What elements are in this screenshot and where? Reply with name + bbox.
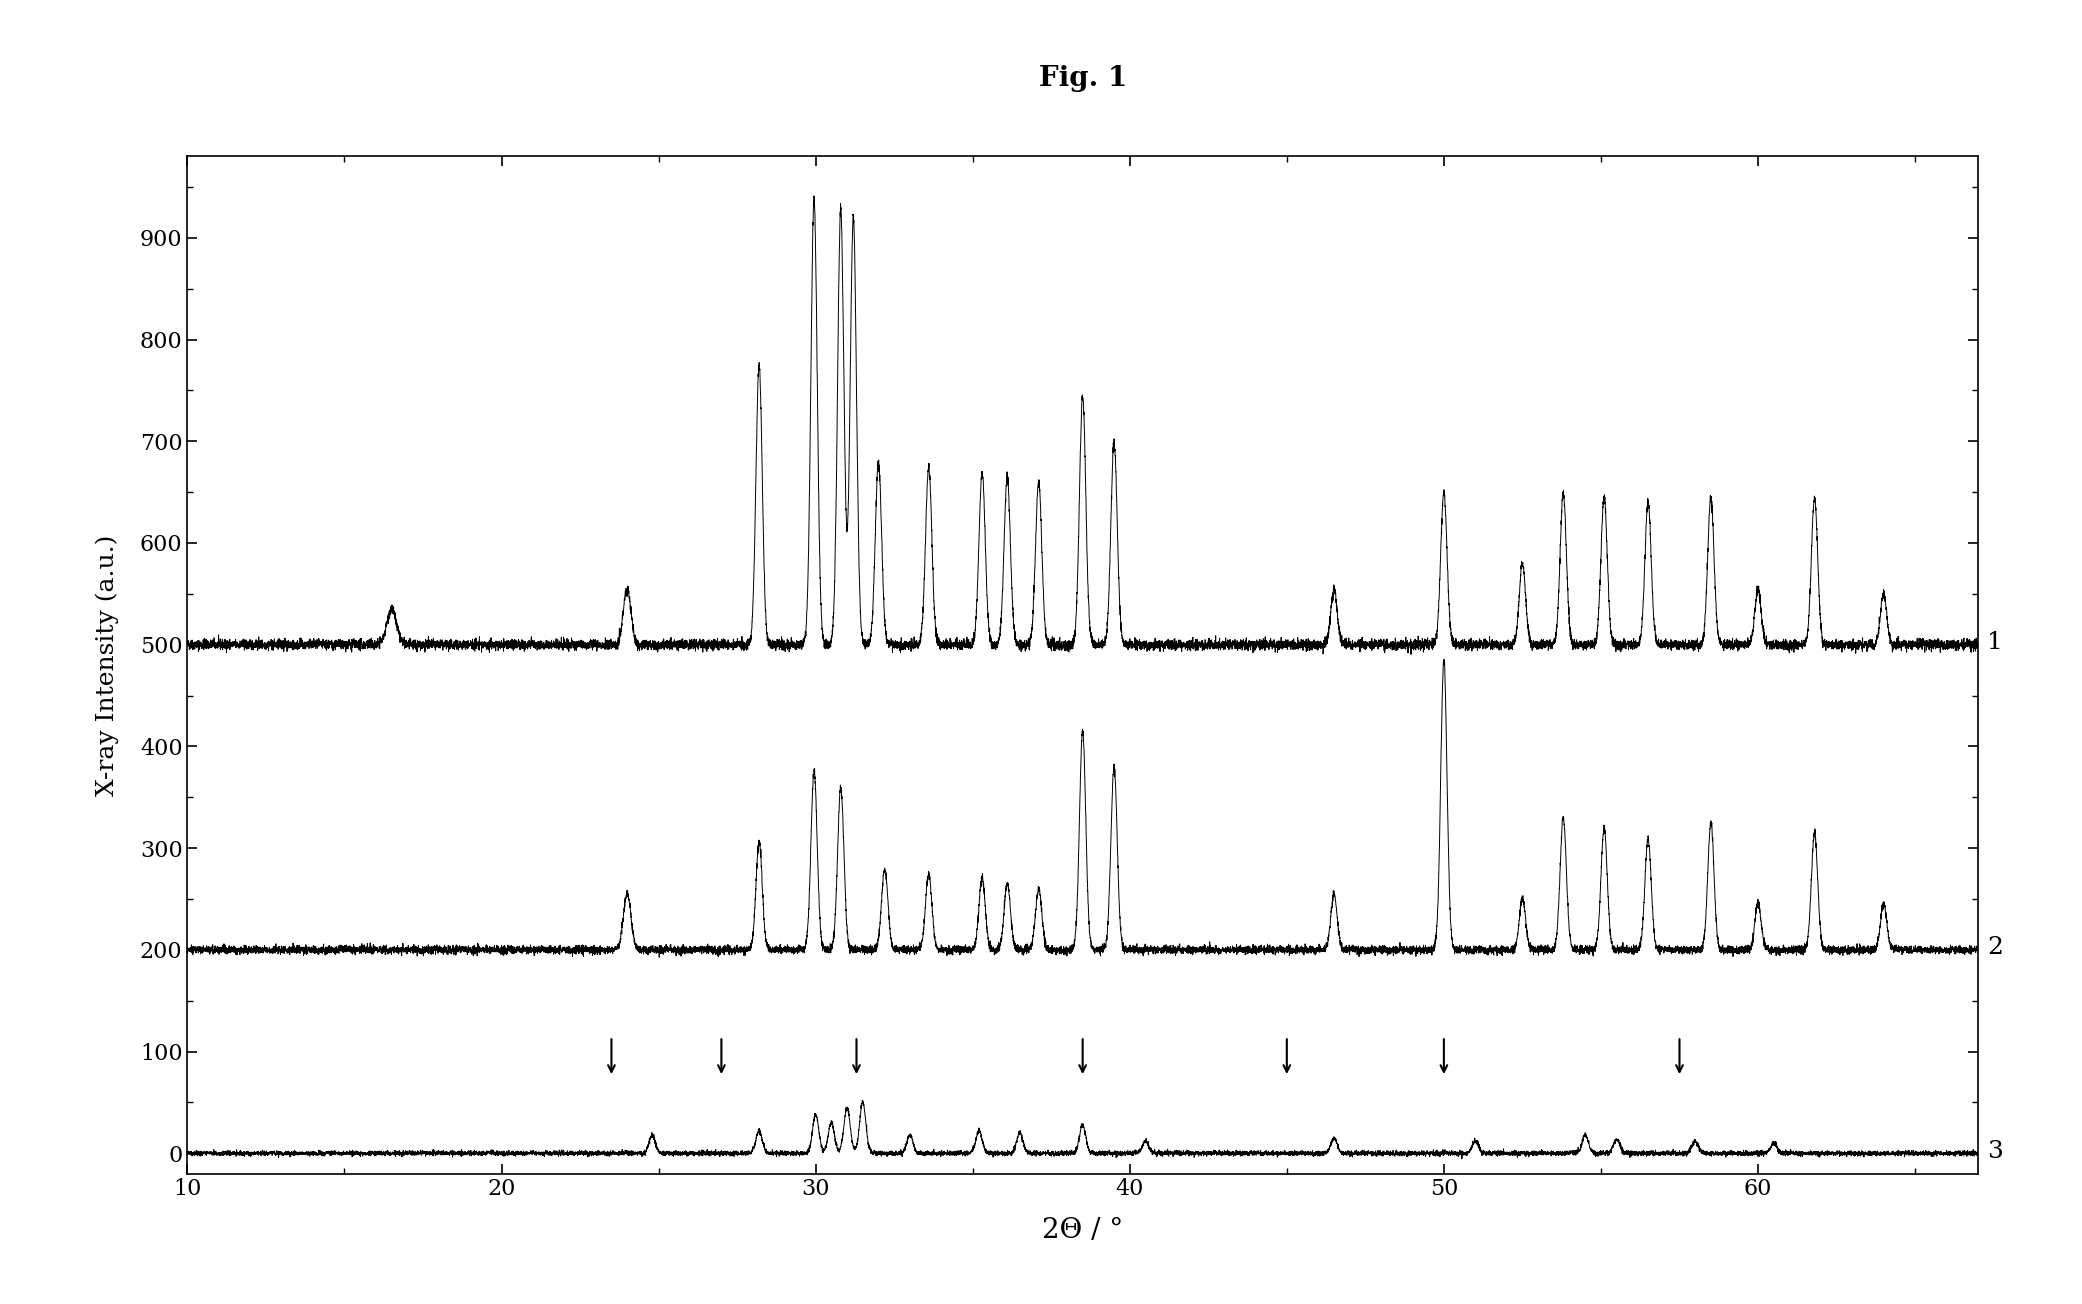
Text: 2: 2 bbox=[1988, 936, 2003, 960]
Y-axis label: X-ray Intensity (a.u.): X-ray Intensity (a.u.) bbox=[96, 535, 119, 795]
Text: Fig. 1: Fig. 1 bbox=[1039, 65, 1126, 91]
Text: 1: 1 bbox=[1988, 631, 2003, 655]
X-axis label: 2Θ / °: 2Θ / ° bbox=[1041, 1217, 1124, 1244]
Text: 3: 3 bbox=[1988, 1140, 2003, 1163]
